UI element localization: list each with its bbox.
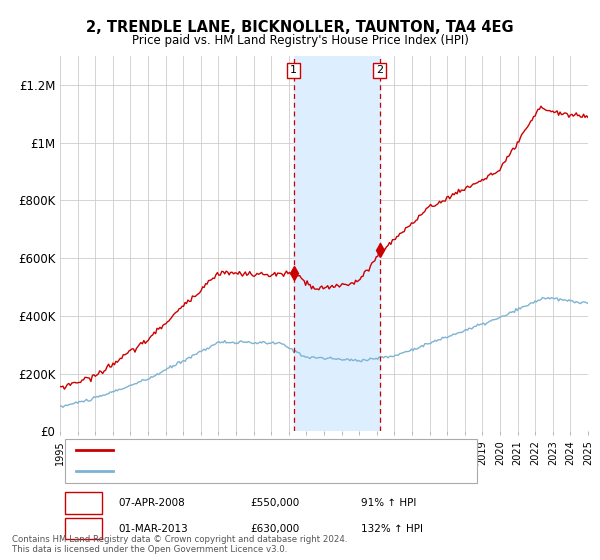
Text: 132% ↑ HPI: 132% ↑ HPI [361,524,423,534]
Text: This data is licensed under the Open Government Licence v3.0.: This data is licensed under the Open Gov… [12,545,287,554]
Text: 2, TRENDLE LANE, BICKNOLLER, TAUNTON, TA4 4EG: 2, TRENDLE LANE, BICKNOLLER, TAUNTON, TA… [86,20,514,35]
Text: 01-MAR-2013: 01-MAR-2013 [118,524,188,534]
Text: £550,000: £550,000 [250,498,299,508]
Text: Contains HM Land Registry data © Crown copyright and database right 2024.: Contains HM Land Registry data © Crown c… [12,535,347,544]
Bar [293,56,380,431]
Text: 1: 1 [290,66,297,76]
Text: Price paid vs. HM Land Registry's House Price Index (HPI): Price paid vs. HM Land Registry's House … [131,34,469,46]
Text: 2: 2 [80,524,88,534]
FancyBboxPatch shape [65,492,102,514]
Text: 07-APR-2008: 07-APR-2008 [118,498,185,508]
Text: 1: 1 [80,498,87,508]
Text: HPI: Average price, detached house, Somerset: HPI: Average price, detached house, Some… [124,466,355,476]
Text: 2, TRENDLE LANE, BICKNOLLER, TAUNTON, TA4 4EG (detached house): 2, TRENDLE LANE, BICKNOLLER, TAUNTON, TA… [124,445,474,455]
Text: £630,000: £630,000 [250,524,299,534]
Text: 2: 2 [376,66,383,76]
Text: 91% ↑ HPI: 91% ↑ HPI [361,498,416,508]
FancyBboxPatch shape [65,438,477,483]
FancyBboxPatch shape [65,519,102,539]
